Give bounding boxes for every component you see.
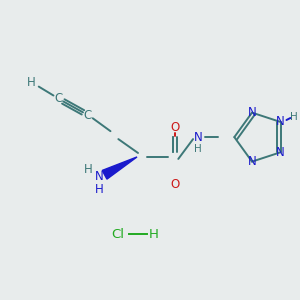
Text: N: N (248, 106, 256, 119)
Text: C: C (84, 109, 92, 122)
Text: H: H (149, 228, 159, 241)
Text: N: N (248, 155, 256, 168)
Text: N: N (276, 146, 285, 159)
Text: O: O (171, 178, 180, 191)
Text: O: O (171, 121, 180, 134)
Text: H: H (194, 144, 202, 154)
Text: C: C (54, 92, 62, 105)
Text: N: N (95, 170, 104, 183)
Text: H: H (290, 112, 298, 122)
Text: H: H (26, 76, 35, 89)
Polygon shape (102, 157, 137, 179)
Text: Cl: Cl (111, 228, 124, 241)
Text: H: H (95, 183, 104, 196)
Text: N: N (276, 116, 285, 128)
Text: H: H (83, 163, 92, 176)
Text: N: N (194, 130, 202, 144)
